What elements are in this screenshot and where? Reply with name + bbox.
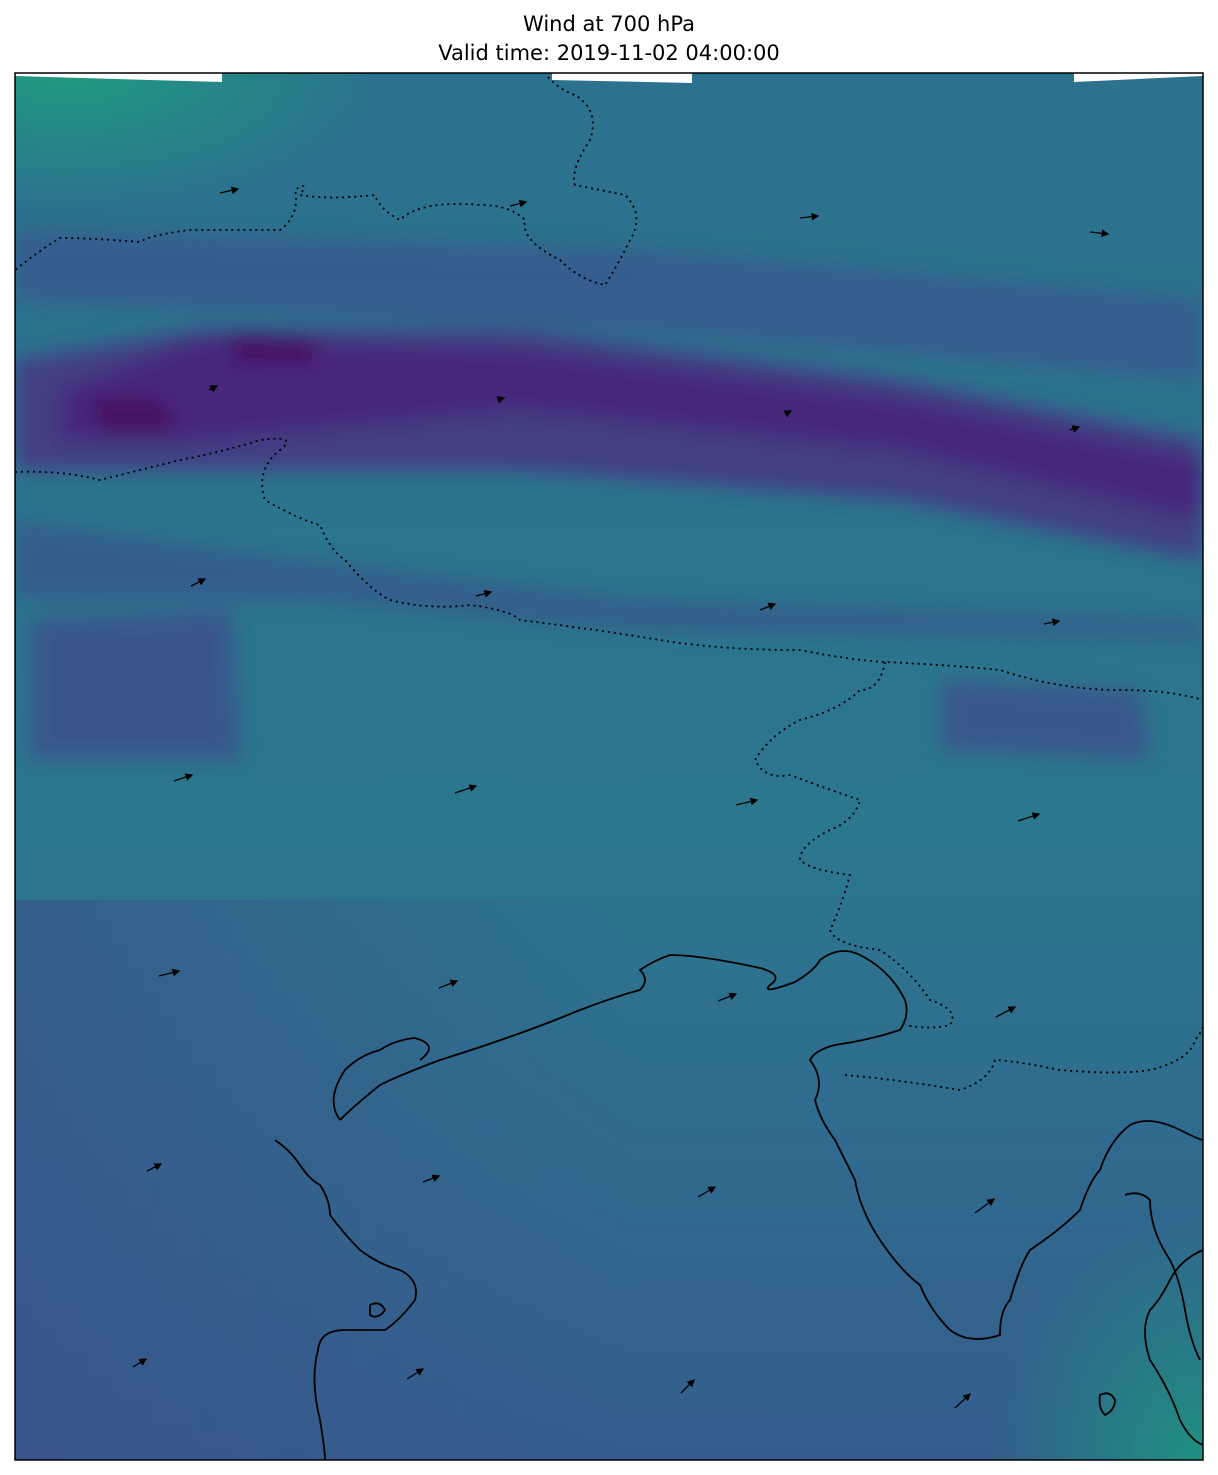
country-borders: [15, 76, 1203, 1091]
coastline: [274, 950, 1203, 1460]
wind-speed-field: [15, 73, 1203, 1460]
map-title: Wind at 700 hPa: [523, 12, 695, 36]
wind-vector-arrows: [132, 186, 1110, 1409]
map-subtitle-valid-time: Valid time: 2019-11-02 04:00:00: [438, 41, 780, 65]
map-frame: [14, 72, 1204, 1461]
